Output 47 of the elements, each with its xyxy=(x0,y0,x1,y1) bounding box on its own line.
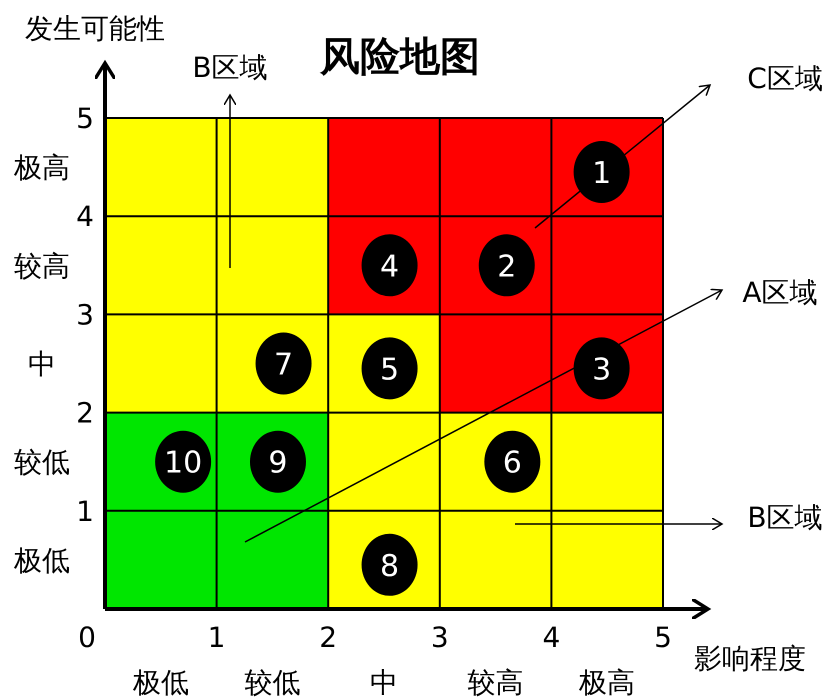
series-label: 6 xyxy=(502,446,522,481)
series-label: 4 xyxy=(380,249,400,284)
text: 极高 xyxy=(578,666,636,698)
y-tick-label: 2 xyxy=(76,396,94,430)
series-label: 10 xyxy=(164,446,202,481)
x-tick-label: 1 xyxy=(208,621,226,654)
x-tick-label: 0 xyxy=(78,621,96,654)
point xyxy=(574,337,630,400)
text: B区域 xyxy=(192,51,268,84)
point xyxy=(574,141,630,204)
series-label: 1 xyxy=(592,156,612,192)
text: A区域 xyxy=(742,276,818,309)
text: 较低 xyxy=(244,666,300,698)
text: 较低 xyxy=(14,446,70,479)
point xyxy=(362,337,418,400)
series-label: 7 xyxy=(274,348,294,382)
series-label: 9 xyxy=(268,446,288,481)
y-axis-title: 发生可能性 xyxy=(25,12,165,45)
bar xyxy=(440,118,552,413)
text: 极高 xyxy=(13,151,70,184)
x-tick-label: 4 xyxy=(542,621,560,654)
bar xyxy=(216,118,328,413)
text: 中 xyxy=(370,666,398,698)
x-axis-title: 影响程度 xyxy=(694,642,806,675)
x-tick-label: 2 xyxy=(319,621,338,654)
series-label: 8 xyxy=(380,548,400,584)
text: 较高 xyxy=(468,666,524,698)
y-tick-label: 4 xyxy=(76,200,94,234)
text: 较高 xyxy=(14,249,70,282)
text: 中 xyxy=(28,348,56,380)
text: B区域 xyxy=(747,501,823,534)
point xyxy=(256,332,312,394)
x-tick-label: 5 xyxy=(654,621,672,654)
series-label: 5 xyxy=(380,352,400,388)
series-label: 2 xyxy=(497,249,516,284)
point xyxy=(362,534,418,596)
x-tick-label: 3 xyxy=(430,621,449,654)
y-tick-label: 5 xyxy=(76,102,94,135)
point xyxy=(362,234,418,296)
y-tick-label: 3 xyxy=(76,298,94,332)
series-label: 3 xyxy=(592,352,612,388)
chart-title: 风险地图 xyxy=(319,34,480,80)
text: 极低 xyxy=(132,666,189,698)
text: 极低 xyxy=(13,544,70,577)
text: C区域 xyxy=(747,62,823,95)
point xyxy=(478,234,535,296)
y-tick-label: 1 xyxy=(76,494,94,528)
